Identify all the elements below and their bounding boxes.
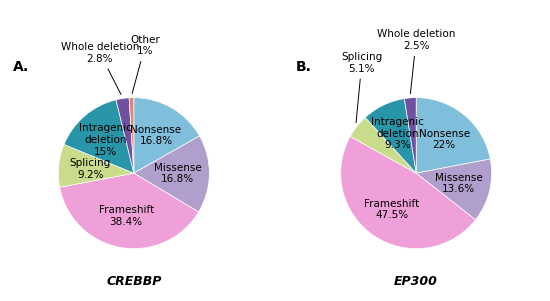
Text: Nonsense
22%: Nonsense 22% [419, 129, 470, 150]
Text: Whole deletion
2.5%: Whole deletion 2.5% [377, 29, 455, 94]
Wedge shape [60, 173, 199, 249]
Wedge shape [58, 144, 134, 187]
Wedge shape [116, 98, 134, 173]
Text: Whole deletion
2.8%: Whole deletion 2.8% [60, 42, 139, 95]
Wedge shape [416, 159, 492, 220]
Text: Splicing
5.1%: Splicing 5.1% [341, 52, 382, 123]
Text: Nonsense
16.8%: Nonsense 16.8% [130, 125, 182, 146]
Wedge shape [350, 117, 416, 173]
Text: EP300: EP300 [394, 275, 438, 288]
Text: Missense
16.8%: Missense 16.8% [154, 163, 201, 185]
Text: Missense
13.6%: Missense 13.6% [435, 173, 482, 194]
Wedge shape [64, 100, 134, 173]
Wedge shape [134, 136, 210, 212]
Text: B.: B. [295, 60, 311, 74]
Wedge shape [129, 98, 134, 173]
Wedge shape [404, 98, 416, 173]
Wedge shape [340, 136, 476, 249]
Wedge shape [365, 99, 416, 173]
Text: Intragenic
deletion
15%: Intragenic deletion 15% [79, 123, 132, 157]
Text: Other
1%: Other 1% [130, 35, 160, 94]
Text: A.: A. [13, 60, 29, 74]
Text: CREBBP: CREBBP [106, 275, 162, 288]
Wedge shape [134, 98, 200, 173]
Text: Frameshift
38.4%: Frameshift 38.4% [98, 206, 154, 227]
Text: Splicing
9.2%: Splicing 9.2% [70, 158, 111, 180]
Text: Intragenic
deletion
9.3%: Intragenic deletion 9.3% [371, 117, 424, 150]
Text: Frameshift
47.5%: Frameshift 47.5% [364, 199, 420, 220]
Wedge shape [416, 98, 490, 173]
